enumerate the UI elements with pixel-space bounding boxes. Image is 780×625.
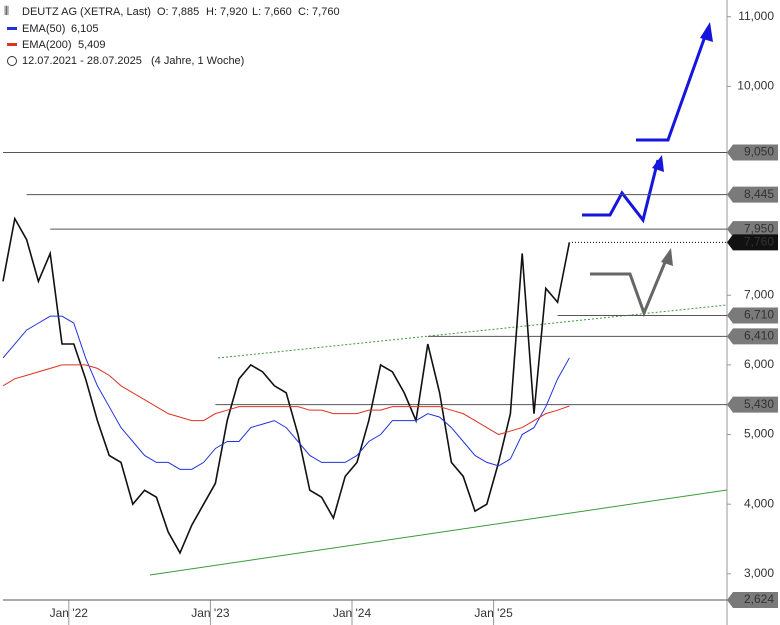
level-label-box [727, 221, 778, 238]
level-label-box [727, 396, 778, 413]
y-tick-label: 10,000 [737, 79, 774, 93]
series-line [2, 364, 570, 436]
series-line [2, 216, 571, 555]
level-label-box [727, 328, 778, 345]
arrow-head [700, 22, 713, 42]
level-label: 9,050 [744, 145, 774, 159]
period: (4 Jahre, 1 Woche) [151, 55, 244, 67]
y-tick-label: 7,000 [744, 287, 774, 301]
ohlc: L: 7,660 [252, 6, 292, 18]
support-trendline [149, 489, 728, 576]
arrow-head [652, 155, 664, 172]
y-tick-label: 11,000 [738, 9, 774, 23]
level-label: 7,950 [744, 221, 774, 235]
level-label-box [727, 186, 778, 203]
date-range: 12.07.2021 - 28.07.2025 [22, 55, 142, 67]
level-label-box [727, 307, 778, 324]
blue-arrow [636, 27, 710, 142]
arrow-head [661, 248, 673, 266]
legend-swatch [7, 27, 17, 30]
x-tick-label: Jan '22 [50, 606, 89, 620]
ohlc: O: 7,885 [157, 6, 199, 18]
title: DEUTZ AG (XETRA, Last) [22, 6, 151, 18]
legend-name: EMA(200) [22, 39, 72, 51]
gray-arrow [590, 254, 670, 318]
legend-swatch [7, 43, 17, 46]
level-label: 6,410 [744, 329, 774, 343]
x-tick-label: Jan '24 [333, 606, 372, 620]
y-tick-label: 6,000 [744, 357, 774, 371]
y-tick-label: 3,000 [744, 566, 774, 580]
last-label: 7,760 [744, 235, 774, 249]
dotted-trendline [217, 304, 728, 359]
level-label-box [727, 592, 778, 608]
x-tick-label: Jan '23 [191, 606, 230, 620]
level-label: 8,445 [744, 187, 774, 201]
blue-arrow [582, 159, 660, 224]
x-tick-label: Jan '25 [474, 606, 513, 620]
y-tick-label: 5,000 [744, 427, 774, 441]
legend-name: EMA(50) [22, 23, 65, 35]
legend-value: 6,105 [71, 23, 99, 35]
clock-icon [7, 56, 17, 66]
series-line [2, 315, 570, 470]
level-label: 5,430 [744, 397, 774, 411]
y-tick-label: 4,000 [744, 496, 774, 510]
legend-value: 5,409 [78, 39, 106, 51]
level-label: 2,624 [744, 592, 774, 606]
icon: ⫴ [4, 4, 9, 18]
level-label-box [727, 144, 778, 161]
ohlc: C: 7,760 [298, 6, 340, 18]
level-label: 6,710 [744, 308, 774, 322]
last-label-box [727, 234, 778, 251]
ohlc: H: 7,920 [206, 6, 248, 18]
